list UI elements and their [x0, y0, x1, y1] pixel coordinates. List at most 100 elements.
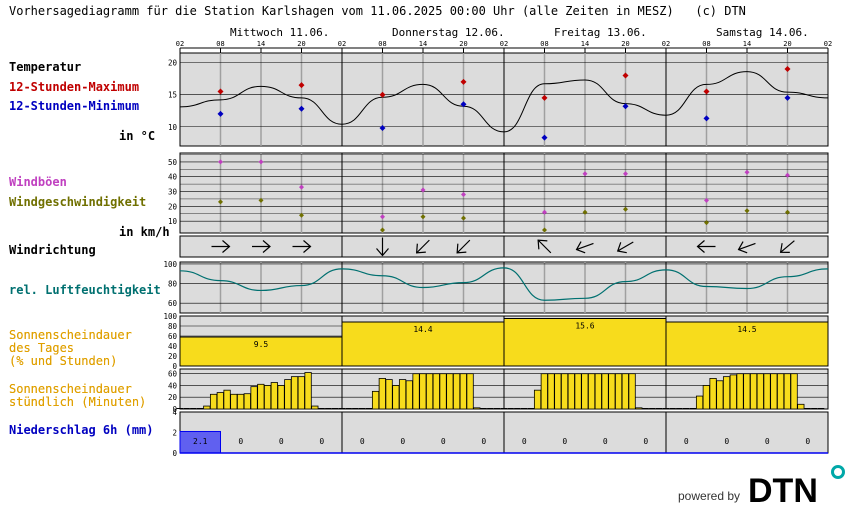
precip-label: 2.1 [193, 437, 208, 446]
precip-label: 0 [643, 437, 648, 446]
precip-label: 0 [441, 437, 446, 446]
sun-hourly-bar [554, 373, 562, 410]
arrow-head [737, 241, 748, 254]
wind-direction-arrow [456, 239, 471, 254]
sun-hourly-bar [263, 385, 272, 410]
sun-daily-bar [503, 318, 667, 367]
y-tick-label: 2 [172, 429, 177, 438]
precip-label: 0 [522, 437, 527, 446]
wind-direction-arrow [415, 239, 430, 254]
sun-hourly-bar [304, 372, 312, 410]
sun-hourly-bar [749, 373, 758, 410]
y-tick-label: 50 [168, 158, 178, 167]
sun-hourly-bar [365, 408, 373, 409]
y-tick-label: 10 [168, 217, 178, 226]
arrow-head [779, 243, 790, 253]
sun-hourly-bar [662, 408, 670, 409]
gust-marker [420, 187, 426, 193]
sun-hourly-bar [547, 373, 555, 410]
arrow-head [376, 248, 389, 257]
wind-direction-arrow [616, 241, 634, 254]
y-tick-label: 80 [168, 280, 178, 289]
arrow-head [456, 243, 467, 254]
tmin-marker [379, 125, 386, 132]
label-wind-direction: Windrichtung [9, 243, 96, 257]
wind-marker [785, 209, 790, 215]
sun-hourly-bar [371, 390, 380, 410]
gust-marker [461, 191, 466, 197]
sun-hourly-bar [608, 373, 616, 410]
sun-hourly-bar [676, 408, 683, 409]
sun-daily-label: 15.6 [575, 322, 594, 331]
sun-hourly-bar [729, 374, 737, 410]
label-sun-daily: Sonnenscheindauer des Tages (% und Stund… [9, 328, 132, 368]
precip-label: 0 [765, 437, 770, 446]
hour-tick-label: 20 [783, 40, 791, 48]
precip-label: 0 [603, 437, 608, 446]
wind-marker [704, 220, 709, 226]
wind-marker [420, 214, 426, 220]
sun-hourly-bar [500, 408, 508, 409]
wind-marker [461, 215, 466, 221]
arrow-head [303, 240, 312, 253]
temperature-line [179, 71, 829, 133]
precip-label: 0 [238, 437, 243, 446]
hour-tick-label: 08 [378, 40, 386, 48]
tmax-marker [298, 82, 305, 89]
sun-hourly-bar [689, 408, 697, 409]
sun-hourly-bar [243, 393, 251, 410]
precip-label: 0 [724, 437, 729, 446]
sun-daily-label: 14.5 [737, 325, 756, 334]
sun-hourly-bar [311, 405, 319, 410]
gust-marker [380, 214, 385, 220]
sun-hourly-bar [811, 408, 818, 409]
label-sun-hourly: Sonnenscheindauer stündlich (Minuten) [9, 382, 147, 409]
label-temp-unit: in °C [119, 129, 156, 143]
sun-hourly-bar [405, 380, 413, 410]
gust-marker [785, 172, 790, 178]
wind-direction-arrow [537, 239, 552, 254]
sun-hourly-bar [567, 373, 575, 410]
wind-marker [299, 212, 304, 218]
day-label-2: Donnerstag 12.06. [392, 26, 505, 39]
hour-tick-label: 02 [176, 40, 184, 48]
wind-marker [582, 209, 588, 215]
sun-hourly-bar [527, 408, 535, 409]
sun-hourly-bar [432, 373, 440, 410]
sun-hourly-bar [466, 373, 474, 410]
sun-hourly-bar [635, 407, 643, 410]
arrow-shaft [576, 242, 594, 251]
sun-hourly-bar [297, 376, 305, 410]
powered-by-text: powered by [678, 489, 740, 503]
dtn-logo-graphic: powered by DTN [678, 465, 845, 507]
tmin-marker [541, 134, 548, 141]
y-tick-label: 20 [168, 352, 178, 361]
arrow-head [537, 239, 548, 250]
sun-hourly-bar [325, 408, 332, 409]
y-tick-label: 10 [168, 123, 178, 132]
sun-hourly-bar [649, 408, 656, 409]
gust-marker [704, 197, 709, 203]
y-tick-label: 20 [168, 393, 178, 402]
sun-hourly-bar [398, 379, 407, 410]
day-label-1: Mittwoch 11.06. [230, 26, 330, 39]
y-tick-label: 4 [172, 408, 177, 417]
wind-marker [542, 227, 547, 233]
tmax-marker [460, 78, 467, 85]
arrow-head [222, 240, 231, 253]
hour-tick-label: 02 [662, 40, 670, 48]
arrow-head [415, 243, 426, 254]
precip-label: 0 [562, 437, 567, 446]
sun-hourly-bar [196, 408, 204, 409]
arrow-head [696, 240, 705, 253]
sun-hourly-bar [203, 405, 211, 410]
label-12h-min: 12-Stunden-Minimum [9, 99, 140, 113]
sun-hourly-bar [770, 373, 778, 410]
gust-marker [299, 184, 304, 190]
day-label-3: Freitag 13.06. [554, 26, 647, 39]
sun-hourly-bar [257, 383, 265, 410]
sun-hourly-bar [385, 379, 393, 410]
wind-direction-arrow [779, 240, 795, 253]
tmax-marker [703, 88, 710, 95]
